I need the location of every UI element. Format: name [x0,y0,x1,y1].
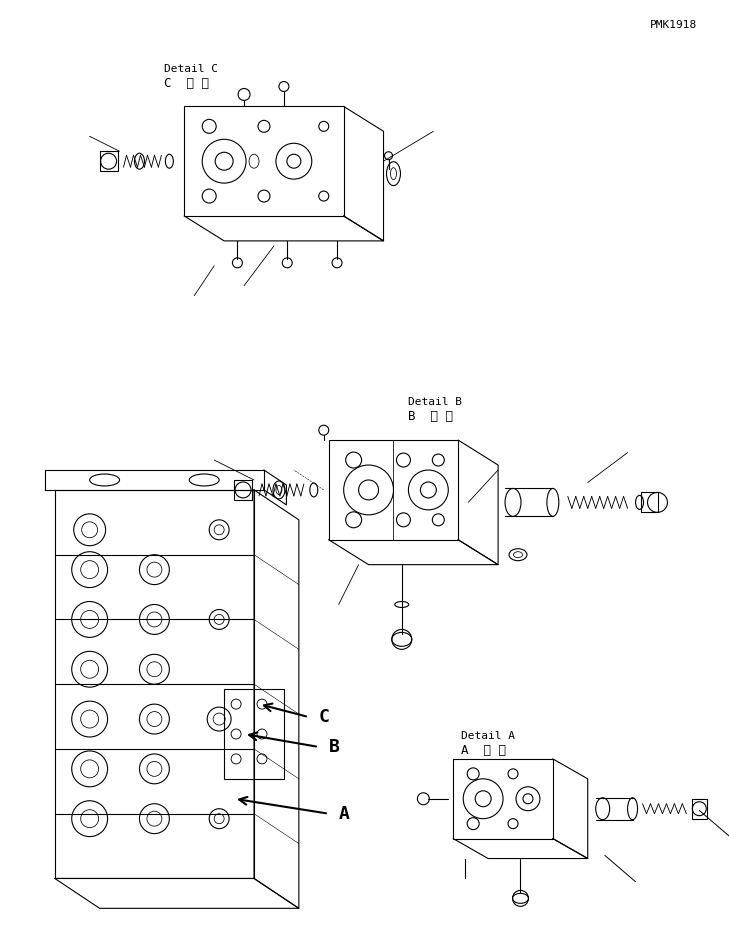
Bar [453,759,553,839]
Text: PMK1918: PMK1918 [650,20,698,29]
Bar [224,689,284,779]
Text: Detail B: Detail B [408,397,462,408]
Text: C  詳 細: C 詳 細 [164,77,209,89]
Bar [329,440,459,540]
Text: A: A [339,805,350,823]
Text: C: C [319,708,330,726]
Bar [641,492,658,512]
Text: B: B [329,738,340,756]
Text: Detail A: Detail A [461,731,515,741]
Text: A  詳 細: A 詳 細 [461,744,506,757]
Text: B  詳 細: B 詳 細 [408,410,453,424]
Bar [693,799,707,819]
Bar [184,106,343,216]
Bar [100,151,117,171]
Bar [234,480,252,500]
Text: Detail C: Detail C [164,64,219,73]
